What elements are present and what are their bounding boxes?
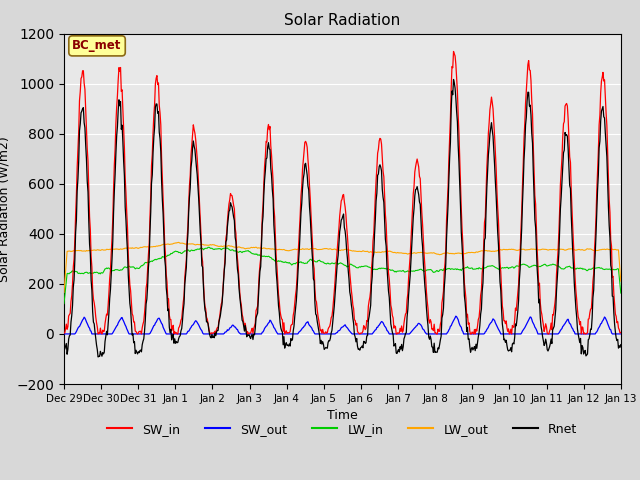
Legend: SW_in, SW_out, LW_in, LW_out, Rnet: SW_in, SW_out, LW_in, LW_out, Rnet — [102, 418, 582, 441]
Title: Solar Radiation: Solar Radiation — [284, 13, 401, 28]
Y-axis label: Solar Radiation (W/m2): Solar Radiation (W/m2) — [0, 136, 11, 282]
Text: BC_met: BC_met — [72, 39, 122, 52]
X-axis label: Time: Time — [327, 409, 358, 422]
